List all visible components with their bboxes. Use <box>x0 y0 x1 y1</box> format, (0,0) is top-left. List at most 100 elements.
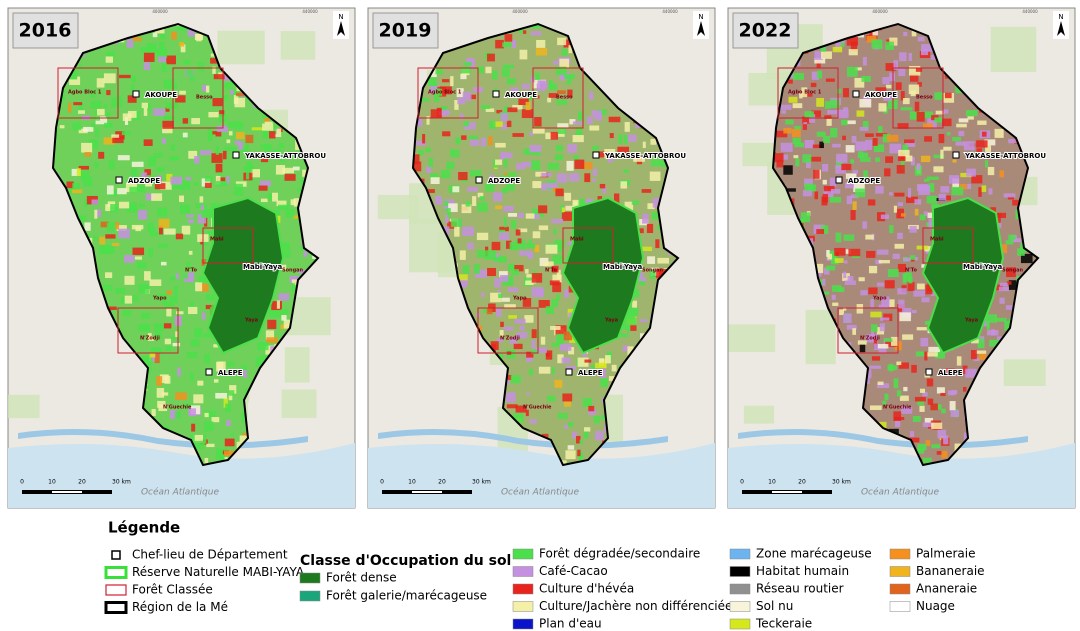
land-cover-pixel <box>131 84 135 90</box>
legend-swatch <box>299 590 321 602</box>
land-cover-pixel <box>198 283 209 292</box>
land-cover-pixel <box>911 29 917 37</box>
land-cover-pixel <box>907 187 912 198</box>
land-cover-pixel <box>199 196 204 203</box>
land-cover-pixel <box>119 74 131 79</box>
land-cover-pixel <box>952 137 962 142</box>
land-cover-pixel <box>846 66 858 77</box>
land-cover-pixel <box>500 321 504 327</box>
land-cover-pixel <box>940 186 950 193</box>
land-cover-pixel <box>557 126 566 134</box>
land-cover-pixel <box>212 98 223 107</box>
land-cover-pixel <box>834 258 844 263</box>
land-cover-pixel <box>131 168 138 178</box>
land-cover-pixel <box>535 72 541 82</box>
land-cover-pixel <box>525 243 536 249</box>
land-cover-pixel <box>500 123 507 130</box>
land-cover-pixel <box>452 186 460 193</box>
place-label: Agbo Bloc 1 <box>788 90 822 96</box>
land-cover-pixel <box>100 221 109 228</box>
land-cover-pixel <box>175 273 179 280</box>
land-cover-pixel <box>1008 234 1016 241</box>
land-cover-pixel <box>623 169 630 173</box>
place-label: Yaya <box>964 318 978 324</box>
land-cover-pixel <box>595 430 604 441</box>
land-cover-pixel <box>614 193 620 203</box>
land-cover-pixel <box>170 93 175 98</box>
land-cover-pixel <box>897 232 903 240</box>
land-cover-pixel <box>517 238 522 244</box>
land-cover-pixel <box>888 363 894 372</box>
land-cover-pixel <box>221 95 228 101</box>
land-cover-pixel <box>920 155 931 163</box>
land-cover-pixel <box>510 176 514 184</box>
land-cover-pixel <box>814 57 826 64</box>
land-cover-pixel <box>926 378 934 387</box>
land-cover-pixel <box>162 127 173 134</box>
land-cover-pixel <box>576 435 581 444</box>
land-cover-pixel <box>166 173 173 182</box>
land-cover-pixel <box>241 365 248 371</box>
land-cover-pixel <box>931 203 940 209</box>
basemap-patch <box>284 347 310 383</box>
land-cover-pixel <box>903 386 908 392</box>
land-cover-pixel <box>457 97 466 105</box>
land-cover-pixel <box>848 49 858 56</box>
land-cover-pixel <box>800 212 811 223</box>
land-cover-pixel <box>185 177 192 181</box>
land-cover-pixel <box>917 283 925 290</box>
classified-forest <box>172 67 224 129</box>
land-cover-pixel <box>568 173 580 182</box>
land-cover-pixel <box>912 415 921 422</box>
land-cover-pixel <box>276 200 287 207</box>
land-cover-pixel <box>565 450 576 460</box>
basemap-patch <box>742 142 780 167</box>
land-cover-pixel <box>532 231 541 239</box>
land-cover-pixel <box>824 267 830 275</box>
land-cover-pixel <box>215 131 222 137</box>
land-cover-pixel <box>547 97 552 103</box>
land-cover-pixel <box>431 67 437 78</box>
land-cover-pixel <box>143 62 151 70</box>
land-cover-pixel <box>498 256 507 263</box>
land-cover-pixel <box>297 188 304 192</box>
land-cover-pixel <box>465 58 474 65</box>
place-label: Besso <box>196 95 213 101</box>
land-cover-pixel <box>474 264 480 274</box>
land-cover-pixel <box>507 172 517 179</box>
land-cover-pixel <box>67 102 72 113</box>
department-capital <box>232 151 240 159</box>
land-cover-pixel <box>592 168 598 176</box>
land-cover-pixel <box>548 93 558 98</box>
land-cover-pixel <box>924 417 934 423</box>
land-cover-pixel <box>863 170 868 178</box>
land-cover-pixel <box>203 333 215 338</box>
land-cover-pixel <box>896 208 904 219</box>
legend-swatch <box>512 601 534 612</box>
land-cover-pixel <box>563 39 572 48</box>
land-cover-pixel <box>238 141 244 150</box>
land-cover-pixel <box>1005 240 1014 245</box>
land-cover-pixel <box>271 301 282 311</box>
land-cover-pixel <box>836 153 848 163</box>
land-cover-pixel <box>581 162 593 170</box>
legend-label: Teckeraie <box>755 617 812 631</box>
land-cover-pixel <box>825 101 831 109</box>
land-cover-pixel <box>519 49 528 60</box>
land-cover-pixel <box>126 206 138 213</box>
land-cover-pixel <box>893 411 902 421</box>
land-cover-pixel <box>276 300 280 309</box>
land-cover-pixel <box>189 75 195 81</box>
land-cover-pixel <box>106 90 111 96</box>
land-cover-pixel <box>260 154 269 163</box>
land-cover-pixel <box>460 73 467 80</box>
land-cover-pixel <box>204 353 210 364</box>
land-cover-pixel <box>535 330 540 338</box>
land-cover-pixel <box>919 388 926 393</box>
land-cover-pixel <box>475 269 487 278</box>
land-cover-pixel <box>827 110 840 115</box>
land-cover-pixel <box>226 139 231 144</box>
classified-forest <box>777 67 839 119</box>
land-cover-pixel <box>424 189 435 193</box>
land-cover-pixel <box>625 317 637 325</box>
